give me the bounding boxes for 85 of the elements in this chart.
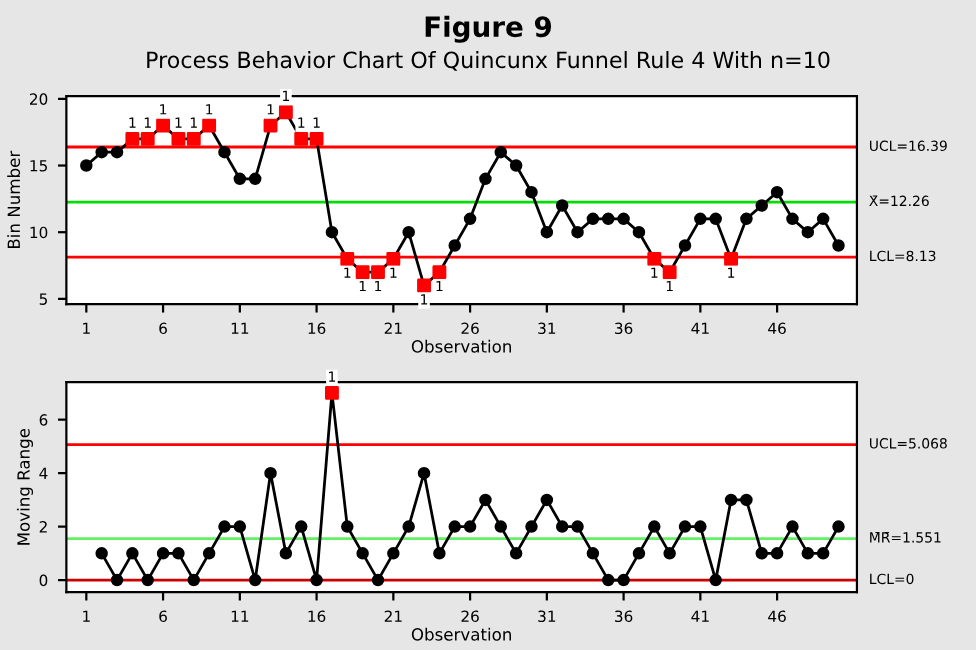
point xyxy=(187,573,201,587)
point xyxy=(341,520,354,533)
point xyxy=(126,547,139,560)
point xyxy=(448,520,461,533)
point xyxy=(694,520,707,533)
point xyxy=(509,159,523,172)
point xyxy=(356,547,369,560)
point xyxy=(540,225,554,239)
point xyxy=(770,547,784,560)
point xyxy=(463,212,477,226)
point xyxy=(264,466,277,480)
point xyxy=(602,573,615,587)
chart-title: Figure 9 xyxy=(425,15,552,43)
point xyxy=(740,212,753,226)
point xyxy=(80,159,93,172)
point xyxy=(816,212,830,226)
point xyxy=(755,199,768,212)
point xyxy=(586,212,600,226)
y-axis-title: Moving Range xyxy=(16,428,34,545)
point xyxy=(724,493,738,507)
point xyxy=(740,493,753,507)
point xyxy=(632,225,646,239)
point xyxy=(448,239,461,252)
point xyxy=(786,520,799,533)
point xyxy=(832,520,845,533)
point xyxy=(417,466,431,480)
point xyxy=(463,520,477,533)
point xyxy=(494,520,508,533)
point xyxy=(402,225,415,239)
point xyxy=(479,172,492,186)
point xyxy=(586,547,600,560)
point xyxy=(602,212,615,226)
point xyxy=(310,573,323,587)
point xyxy=(801,225,815,239)
point xyxy=(95,547,108,560)
point xyxy=(110,145,124,159)
point xyxy=(801,547,815,560)
point xyxy=(694,212,707,226)
point xyxy=(555,520,569,533)
point xyxy=(141,573,154,587)
point xyxy=(555,199,569,212)
point xyxy=(402,520,415,533)
point xyxy=(279,547,293,560)
point xyxy=(433,547,446,560)
point xyxy=(816,547,830,560)
point xyxy=(709,212,722,226)
x-axis-title: Observation xyxy=(411,339,511,353)
point xyxy=(371,573,385,587)
point xyxy=(218,145,231,159)
x-axis-title: Observation xyxy=(411,627,511,641)
chart-subtitle: Process Behavior Chart Of Quincunx Funnel Rule 4 With n=10 xyxy=(147,51,830,71)
point xyxy=(233,172,247,186)
point xyxy=(770,185,784,199)
point xyxy=(95,145,108,159)
point xyxy=(571,520,584,533)
point xyxy=(678,520,692,533)
point xyxy=(678,239,692,252)
point xyxy=(786,212,799,226)
point xyxy=(479,493,492,507)
point xyxy=(156,547,170,560)
point xyxy=(218,520,231,533)
point xyxy=(632,547,646,560)
point xyxy=(509,547,523,560)
point xyxy=(494,145,508,159)
point xyxy=(832,239,845,252)
point xyxy=(663,547,676,560)
point xyxy=(617,212,630,226)
point xyxy=(294,520,308,533)
point xyxy=(387,547,400,560)
point xyxy=(755,547,768,560)
point xyxy=(525,185,538,199)
point xyxy=(172,547,185,560)
point xyxy=(248,172,262,186)
point xyxy=(525,520,538,533)
point xyxy=(540,493,554,507)
point xyxy=(571,225,584,239)
point xyxy=(709,573,722,587)
y-axis-title: Bin Number xyxy=(7,150,21,248)
point xyxy=(233,520,247,533)
point xyxy=(202,547,216,560)
point xyxy=(110,573,124,587)
point xyxy=(325,225,339,239)
point xyxy=(248,573,262,587)
point xyxy=(617,573,630,587)
point xyxy=(648,520,661,533)
